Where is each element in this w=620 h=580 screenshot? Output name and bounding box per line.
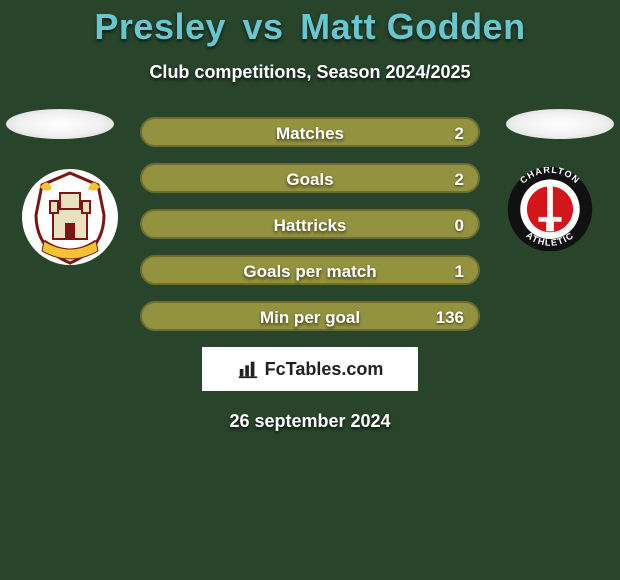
stat-row-mpg: Min per goal 136: [140, 301, 480, 331]
team-a-crest: [20, 167, 120, 267]
subtitle: Club competitions, Season 2024/2025: [0, 62, 620, 83]
stat-right-value: 136: [436, 303, 464, 333]
player-a-marker: [6, 109, 114, 139]
vs-separator: vs: [243, 6, 284, 47]
stat-right-value: 2: [455, 165, 464, 195]
stat-row-goals: Goals 2: [140, 163, 480, 193]
charlton-crest-icon: CHARLTON ATHLETIC: [502, 167, 598, 251]
stat-label: Min per goal: [142, 303, 478, 333]
stat-right-value: 2: [455, 119, 464, 149]
stat-label: Goals per match: [142, 257, 478, 287]
brand-prefix: Fc: [265, 359, 286, 379]
stat-row-gpm: Goals per match 1: [140, 255, 480, 285]
date-text: 26 september 2024: [0, 411, 620, 432]
stevenage-crest-icon: [20, 167, 120, 267]
fctables-badge[interactable]: FcTables.com: [202, 347, 418, 391]
stat-label: Goals: [142, 165, 478, 195]
stat-right-value: 0: [455, 211, 464, 241]
comparison-card: Presley vs Matt Godden Club competitions…: [0, 0, 620, 580]
brand-main: Tables: [286, 359, 342, 379]
player-a: Presley: [94, 6, 226, 47]
stat-row-matches: Matches 2: [140, 117, 480, 147]
stat-label: Matches: [142, 119, 478, 149]
page-title: Presley vs Matt Godden: [0, 0, 620, 48]
brand-suffix: .com: [341, 359, 383, 379]
player-b: Matt Godden: [300, 6, 525, 47]
stat-label: Hattricks: [142, 211, 478, 241]
stat-rows: Matches 2 Goals 2 Hattricks 0 Goals per …: [140, 117, 480, 331]
stat-right-value: 1: [455, 257, 464, 287]
stats-stage: CHARLTON ATHLETIC Matches 2 Goals 2 Hatt…: [0, 117, 620, 432]
brand-text: FcTables.com: [265, 359, 384, 380]
stat-row-hattricks: Hattricks 0: [140, 209, 480, 239]
bar-chart-icon: [237, 358, 259, 380]
team-b-crest: CHARLTON ATHLETIC: [502, 167, 598, 253]
player-b-marker: [506, 109, 614, 139]
